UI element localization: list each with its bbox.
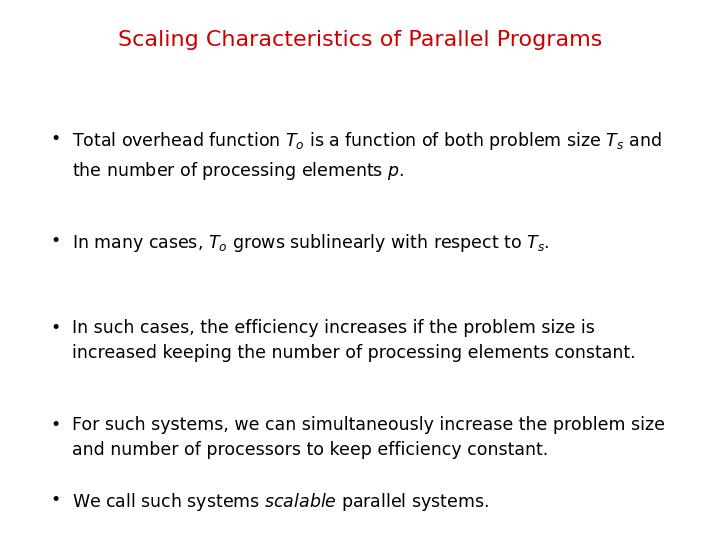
Text: For such systems, we can simultaneously increase the problem size
and number of : For such systems, we can simultaneously … [72,416,665,459]
Text: Total overhead function $\bf\it{T}_o$ is a function of both problem size $\bf\it: Total overhead function $\bf\it{T}_o$ is… [72,130,662,181]
Text: In such cases, the efficiency increases if the problem size is
increased keeping: In such cases, the efficiency increases … [72,319,636,362]
Text: In many cases, $\bf\it{T}_o$ grows sublinearly with respect to $\bf\it{T}_s$.: In many cases, $\bf\it{T}_o$ grows subli… [72,232,549,254]
Text: •: • [50,130,60,147]
Text: We call such systems $\it{scalable}$ parallel systems.: We call such systems $\it{scalable}$ par… [72,491,489,514]
Text: •: • [50,319,60,336]
Text: •: • [50,491,60,509]
Text: •: • [50,416,60,434]
Text: Scaling Characteristics of Parallel Programs: Scaling Characteristics of Parallel Prog… [118,30,602,50]
Text: •: • [50,232,60,250]
